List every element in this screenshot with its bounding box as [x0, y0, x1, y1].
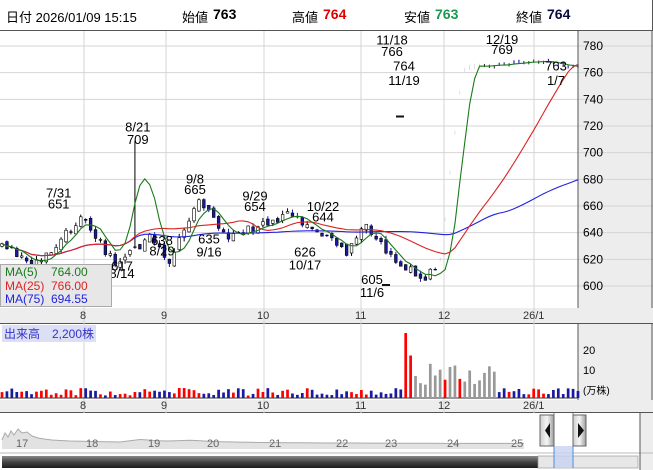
- svg-text:620: 620: [583, 252, 603, 266]
- svg-text:(万株): (万株): [583, 384, 610, 397]
- svg-text:22: 22: [336, 438, 348, 450]
- svg-text:720: 720: [583, 119, 603, 133]
- svg-text:10: 10: [583, 365, 595, 377]
- svg-text:640: 640: [583, 226, 603, 240]
- svg-text:740: 740: [583, 92, 603, 106]
- svg-text:23: 23: [385, 438, 397, 450]
- svg-text:18: 18: [86, 438, 98, 450]
- svg-text:24: 24: [447, 438, 459, 450]
- svg-text:700: 700: [583, 146, 603, 160]
- svg-text:600: 600: [583, 279, 603, 293]
- svg-text:21: 21: [269, 438, 281, 450]
- svg-text:20: 20: [583, 345, 595, 357]
- svg-text:25: 25: [511, 438, 523, 450]
- svg-text:680: 680: [583, 172, 603, 186]
- svg-text:780: 780: [583, 39, 603, 53]
- svg-text:19: 19: [148, 438, 160, 450]
- svg-text:17: 17: [16, 438, 28, 450]
- svg-text:20: 20: [207, 438, 219, 450]
- svg-text:760: 760: [583, 66, 603, 80]
- svg-text:660: 660: [583, 199, 603, 213]
